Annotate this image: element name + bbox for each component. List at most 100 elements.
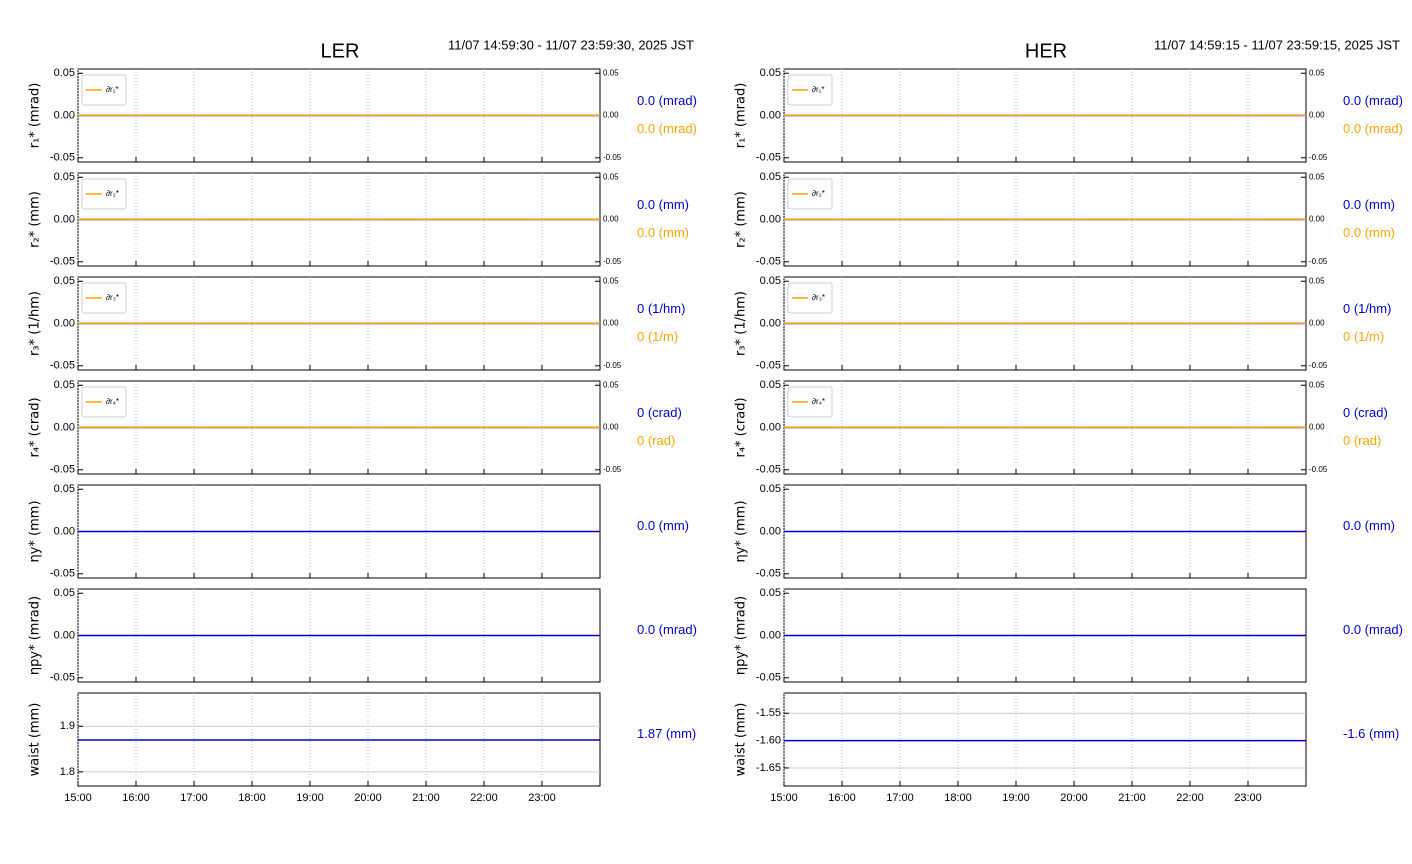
readout: 0 (rad) [637,433,675,448]
y2-tick-label: 0.00 [1309,423,1325,432]
y2-tick-label: -0.05 [1309,153,1328,162]
panel-frame [783,692,1307,787]
readout: 0 (crad) [637,405,682,420]
y2-tick-label: -0.05 [603,361,622,370]
y2-tick-label: 0.05 [603,172,619,181]
readout: 1.87 (mm) [637,726,696,741]
y-tick-label: -0.05 [756,152,781,164]
chart-title: HER [1025,40,1067,62]
y-tick-label: 1.9 [60,720,75,732]
y-tick-label: 0.00 [54,525,75,537]
y-axis-label: r₄* (crad) [734,397,749,457]
readout: 0.0 (mrad) [1343,622,1403,637]
readout: 0 (1/m) [637,329,678,344]
y-tick-label: 0.00 [54,213,75,225]
y-tick-label: 0.05 [54,171,75,183]
readout: 0.0 (mm) [1343,225,1395,240]
y-tick-label: 0.00 [54,629,75,641]
legend-label: ∂r₁* [106,85,118,94]
y2-tick-label: -0.05 [1309,257,1328,266]
y-tick-label: 0.05 [760,483,781,495]
y-tick-label: -0.05 [756,360,781,372]
y2-tick-label: 0.05 [1309,380,1325,389]
x-tick-label: 16:00 [122,792,150,804]
x-tick-label: 18:00 [238,792,266,804]
y-tick-label: -1.60 [756,735,781,747]
readout: 0.0 (mrad) [637,121,697,136]
y2-tick-label: 0.00 [603,319,619,328]
y-tick-label: 0.05 [54,275,75,287]
y2-tick-label: 0.00 [1309,319,1325,328]
readout: 0.0 (mrad) [637,93,697,108]
y-axis-label: waist (mm) [734,703,749,777]
y2-tick-label: 0.05 [603,276,619,285]
y-tick-label: 0.00 [760,213,781,225]
legend-label: ∂r₄* [106,397,119,406]
readout: 0 (crad) [1343,405,1388,420]
y-tick-label: -1.55 [756,707,781,719]
legend-box [81,74,127,106]
legend-box [81,386,127,418]
y2-tick-label: 0.00 [1309,111,1325,120]
readout: 0 (rad) [1343,433,1381,448]
x-tick-label: 20:00 [1060,792,1088,804]
y2-tick-label: 0.00 [603,111,619,120]
y2-tick-label: 0.00 [603,423,619,432]
y-axis-label: ηy* (mm) [28,500,43,562]
readout: 0 (1/hm) [1343,301,1391,316]
y-tick-label: -0.05 [756,464,781,476]
y2-tick-label: 0.00 [1309,215,1325,224]
readout: -1.6 (mm) [1343,726,1399,741]
legend-box [81,178,127,210]
y-axis-label: ηy* (mm) [734,500,749,562]
y-tick-label: 0.00 [54,109,75,121]
y-tick-label: 0.00 [760,421,781,433]
y-tick-label: -0.05 [756,256,781,268]
readout: 0 (1/m) [1343,329,1384,344]
y2-tick-label: 0.05 [603,68,619,77]
y-axis-label: r₁* (mrad) [28,83,43,149]
y-tick-label: 0.05 [760,587,781,599]
y-axis-label: r₂* (mm) [734,191,749,248]
legend-label: ∂r₂* [812,189,825,198]
y-tick-label: 1.8 [60,766,75,778]
y-axis-label: r₄* (crad) [28,397,43,457]
x-tick-label: 17:00 [180,792,208,804]
y-tick-label: 0.05 [54,67,75,79]
y-tick-label: 0.05 [760,171,781,183]
legend-label: ∂r₂* [106,189,119,198]
x-tick-label: 15:00 [770,792,798,804]
readout: 0.0 (mrad) [637,622,697,637]
y-tick-label: 0.05 [760,275,781,287]
y-tick-label: 0.00 [760,525,781,537]
y2-tick-label: 0.05 [1309,172,1325,181]
y-tick-label: -0.05 [50,256,75,268]
y-tick-label: 0.00 [54,421,75,433]
y2-tick-label: 0.05 [603,380,619,389]
y-tick-label: -0.05 [50,672,75,684]
y-tick-label: 0.05 [760,379,781,391]
y-axis-label: r₃* (1/hm) [734,291,749,356]
x-tick-label: 21:00 [412,792,440,804]
y-tick-label: -0.05 [756,672,781,684]
y-tick-label: 0.00 [54,317,75,329]
readout: 0.0 (mm) [637,197,689,212]
x-tick-label: 16:00 [828,792,856,804]
x-tick-label: 18:00 [944,792,972,804]
x-tick-label: 22:00 [1176,792,1204,804]
x-tick-label: 20:00 [354,792,382,804]
x-tick-label: 15:00 [64,792,92,804]
legend-box [787,282,833,314]
y-tick-label: -0.05 [756,568,781,580]
y2-tick-label: -0.05 [603,153,622,162]
x-tick-label: 19:00 [296,792,324,804]
y-axis-label: ηpy* (mrad) [734,596,749,675]
y-axis-label: ηpy* (mrad) [28,596,43,675]
y-axis-label: r₁* (mrad) [734,83,749,149]
y-tick-label: 0.00 [760,109,781,121]
y-tick-label: -0.05 [50,464,75,476]
y-tick-label: -0.05 [50,152,75,164]
x-tick-label: 17:00 [886,792,914,804]
legend-box [787,386,833,418]
